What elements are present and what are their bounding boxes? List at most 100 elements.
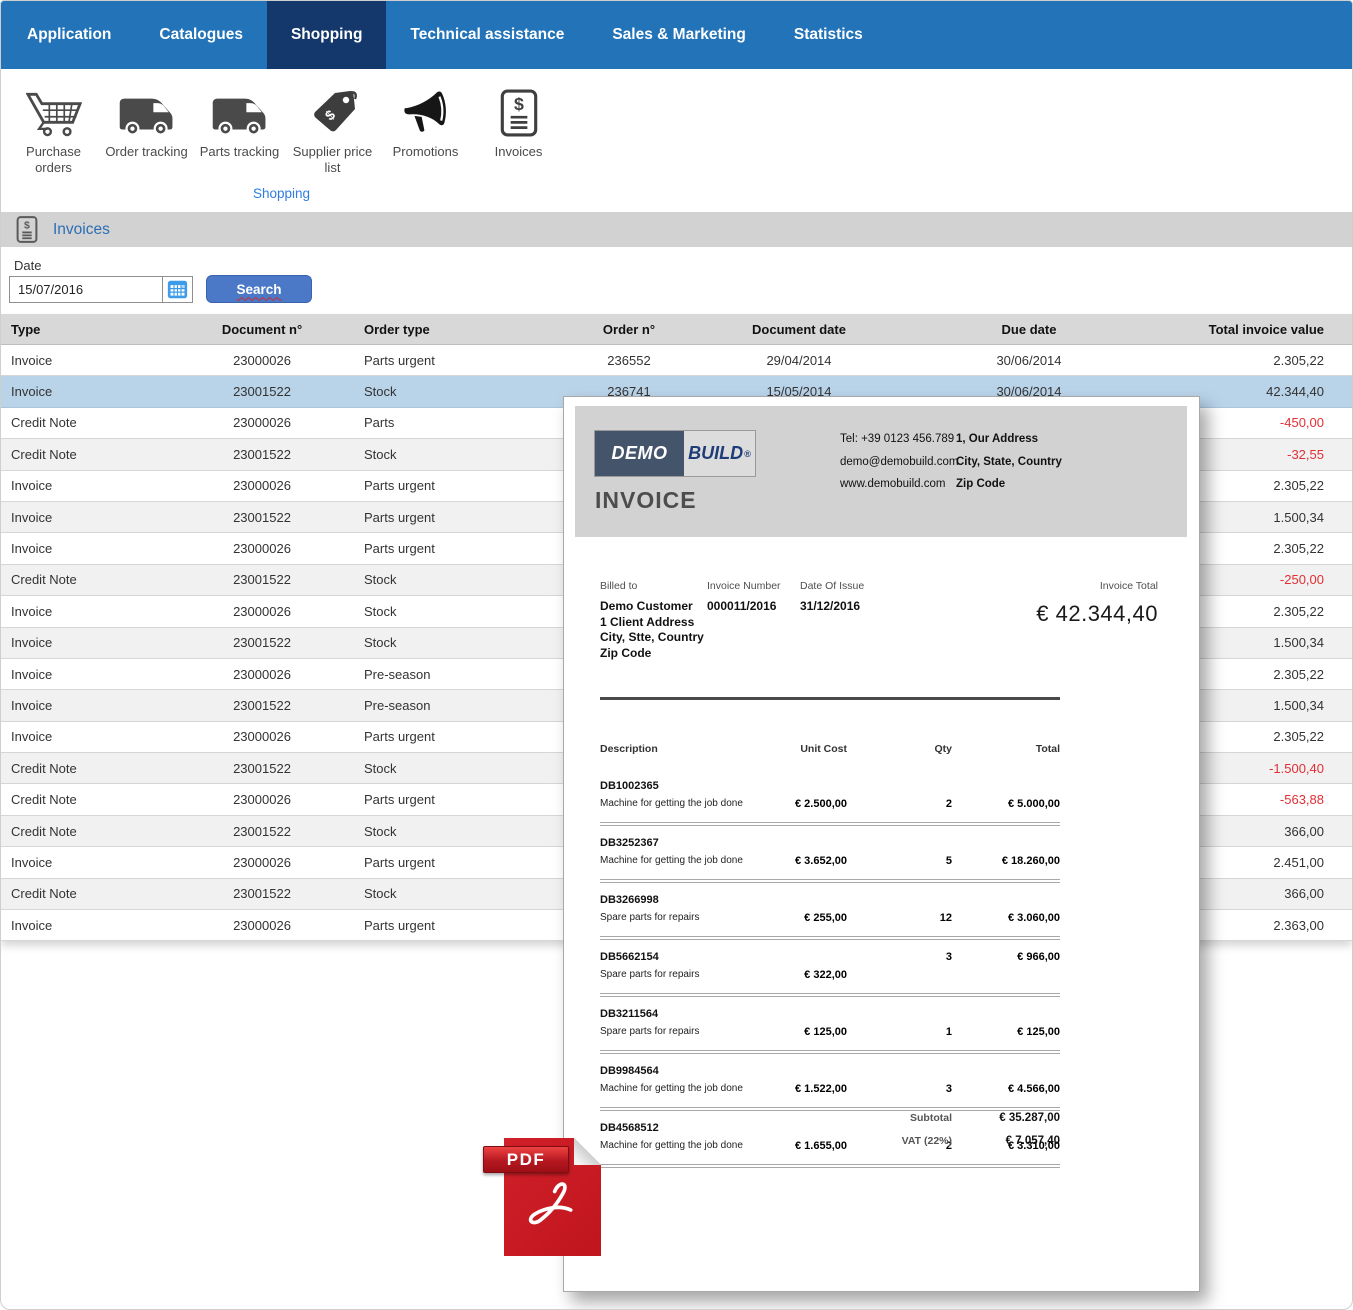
megaphone-icon — [379, 79, 472, 137]
vat-value: € 7.057,40 — [1005, 1135, 1060, 1147]
item-qty: 12 — [939, 912, 952, 924]
date-input[interactable] — [9, 276, 162, 303]
column-header-document-date: Document date — [752, 321, 846, 337]
truck-icon — [193, 79, 286, 137]
nav-tab-application[interactable]: Application — [27, 26, 112, 43]
cell-type: Credit Note — [11, 446, 77, 462]
cell-type: Invoice — [11, 729, 53, 745]
column-header-order-n: Order n° — [602, 321, 656, 337]
invoice-preview: DEMO BUILD ® INVOICE Tel: +39 0123 456.78… — [563, 396, 1200, 1292]
cell-value: 1.500,34 — [1273, 635, 1324, 651]
table-row[interactable]: Invoice 23000026 Parts urgent 236552 29/04/2… — [1, 345, 1352, 377]
invoice-title: INVOICE — [595, 487, 697, 513]
cell-type: Invoice — [11, 352, 53, 368]
toolbar-item-purchase-orders[interactable]: Purchase orders — [7, 79, 100, 177]
cell-otype: Stock — [364, 886, 397, 902]
invoice-total-label: Invoice Total — [1099, 580, 1158, 592]
toolbar-item-label: Parts tracking — [199, 144, 280, 159]
date-field-group — [9, 276, 193, 303]
nav-tab-technical-assistance[interactable]: Technical assistance — [410, 26, 565, 43]
cell-type: Invoice — [11, 509, 53, 525]
item-description: Machine for getting the job done — [600, 1140, 743, 1151]
cell-type: Credit Note — [11, 823, 77, 839]
acrobat-swirl-icon — [519, 1178, 587, 1247]
cell-doc: 23000026 — [233, 917, 291, 933]
cell-otype: Stock — [364, 603, 397, 619]
item-qty: 2 — [945, 1140, 952, 1152]
item-total: € 4.566,00 — [1008, 1083, 1060, 1095]
nav-tab-statistics[interactable]: Statistics — [793, 26, 863, 43]
cell-type: Invoice — [11, 384, 53, 400]
breadcrumb-shopping[interactable]: Shopping — [253, 186, 311, 201]
items-column-total: Total — [1035, 743, 1060, 755]
toolbar-item-promotions[interactable]: Promotions — [379, 79, 472, 177]
item-total: € 5.000,00 — [1008, 798, 1060, 810]
invoice-totals: Subtotal € 35.287,00 VAT (22%) € 7.057,4… — [600, 1112, 1060, 1158]
toolbar-item-parts-tracking[interactable]: Parts tracking — [193, 79, 286, 177]
pdf-download-icon[interactable]: PDF — [483, 1138, 601, 1258]
cell-value: 2.305,22 — [1273, 478, 1324, 494]
company-web: www.demobuild.com — [840, 478, 946, 490]
cell-otype: Stock — [364, 823, 397, 839]
item-code: DB3266998 — [600, 894, 659, 906]
toolbar-item-invoices[interactable]: $ Invoices — [472, 79, 565, 177]
items-column-description: Description — [600, 743, 658, 755]
toolbar-item-order-tracking[interactable]: Order tracking — [100, 79, 193, 177]
cell-doc: 23001522 — [233, 697, 291, 713]
invoice-item: DB9984564 Machine for getting the job don… — [600, 1054, 1060, 1111]
subtotal-row: Subtotal € 35.287,00 — [600, 1112, 1060, 1124]
item-qty: 2 — [945, 798, 952, 810]
invoice-total-value: € 42.344,40 — [1036, 601, 1158, 626]
cell-type: Credit Note — [11, 572, 77, 588]
toolbar-item-supplier-price-list[interactable]: $ Supplier price list — [286, 79, 379, 177]
cell-doc: 23001522 — [233, 886, 291, 902]
cell-doc: 23001522 — [233, 760, 291, 776]
company-email: demo@demobuild.com — [840, 455, 959, 468]
items-column-qty: Qty — [934, 743, 952, 755]
cell-value: 1.500,34 — [1273, 509, 1324, 525]
item-unit-cost: € 1.655,00 — [795, 1140, 847, 1152]
cell-otype: Parts urgent — [364, 541, 435, 557]
shopping-toolbar: Purchase orders Order tracking — [7, 79, 565, 177]
item-qty: 3 — [945, 951, 952, 963]
logo-build: BUILD ® — [688, 443, 751, 463]
vat-label: VAT (22%) — [901, 1135, 952, 1147]
items-list: DB1002365 Machine for getting the job don… — [600, 769, 1060, 1168]
cell-otype: Stock — [364, 384, 397, 400]
nav-tab-catalogues[interactable]: Catalogues — [159, 26, 243, 43]
date-field-label: Date — [14, 258, 42, 273]
calendar-button[interactable] — [162, 276, 193, 303]
cell-type: Invoice — [11, 603, 53, 619]
cell-doc: 23000026 — [233, 478, 291, 494]
section-title: Invoices — [53, 220, 110, 238]
cell-type: Invoice — [11, 478, 53, 494]
item-total: € 18.260,00 — [1001, 855, 1060, 867]
item-unit-cost: € 322,00 — [804, 969, 847, 981]
price-tag-icon: $ — [286, 79, 379, 137]
cell-doc: 23001522 — [233, 572, 291, 588]
invoice-number-value: 000011/2016 — [707, 599, 777, 613]
nav-tab-shopping[interactable]: Shopping — [266, 1, 387, 69]
cell-type: Invoice — [11, 541, 53, 557]
item-description: Spare parts for repairs — [600, 912, 700, 923]
cell-onum: 236552 — [607, 352, 651, 368]
toolbar-item-label: Supplier price list — [292, 144, 373, 176]
cell-ddate: 29/04/2014 — [766, 352, 832, 368]
cell-otype: Stock — [364, 635, 397, 651]
item-code: DB3211564 — [600, 1008, 659, 1020]
search-button[interactable]: Search — [206, 275, 312, 303]
item-unit-cost: € 3.652,00 — [795, 855, 847, 867]
vat-row: VAT (22%) € 7.057,40 — [600, 1135, 1060, 1147]
top-nav: Application Catalogues Shopping Technica… — [1, 1, 1352, 69]
cell-otype: Parts urgent — [364, 478, 435, 494]
cell-type: Credit Note — [11, 886, 77, 902]
cell-otype: Parts urgent — [364, 854, 435, 870]
item-code: DB1002365 — [600, 780, 659, 792]
calendar-icon — [167, 279, 188, 300]
item-unit-cost: € 255,00 — [804, 912, 847, 924]
cell-value: 366,00 — [1284, 823, 1324, 839]
nav-tab-sales-marketing[interactable]: Sales & Marketing — [612, 26, 746, 43]
cell-doc: 23000026 — [233, 415, 291, 431]
invoice-item: DB3252367 Machine for getting the job don… — [600, 826, 1060, 883]
